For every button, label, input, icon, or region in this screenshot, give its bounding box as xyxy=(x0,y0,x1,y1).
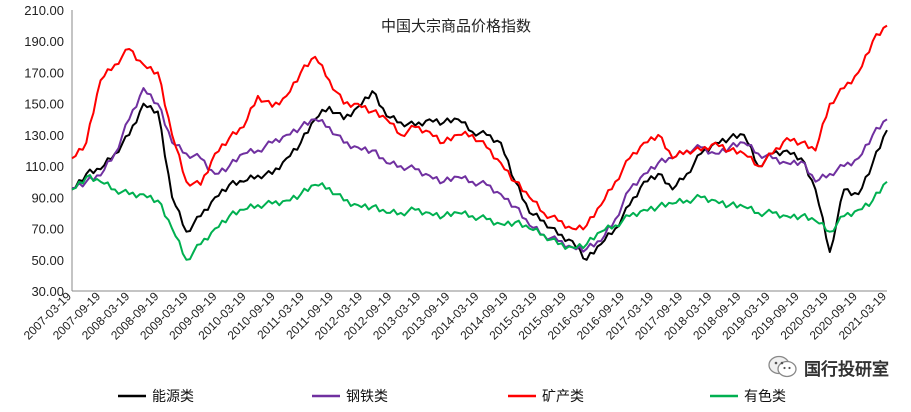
legend-label: 有色类 xyxy=(744,388,786,405)
x-axis: 2007-03-192007-09-192008-03-192008-09-19… xyxy=(21,289,890,343)
y-tick-label: 50.00 xyxy=(31,253,64,268)
series-line xyxy=(71,174,888,261)
series-line xyxy=(71,90,888,261)
y-tick-label: 110.00 xyxy=(25,159,64,174)
legend-label: 钢铁类 xyxy=(346,389,388,405)
watermark-text: 国行投研室 xyxy=(804,359,889,380)
y-tick-label: 210.00 xyxy=(24,3,64,18)
wechat-icon xyxy=(768,355,797,378)
y-tick-label: 30.00 xyxy=(31,284,64,299)
y-axis: 30.00 50.00 70.00 90.00 110.00 130.00 150.00 17… xyxy=(24,3,73,299)
y-tick-label: 170.00 xyxy=(24,65,64,80)
legend: 能源类 钢铁类 矿产类 有色类 xyxy=(118,388,786,405)
y-tick-label: 150.00 xyxy=(24,97,64,112)
plot-area xyxy=(71,24,888,261)
y-tick-label: 190.00 xyxy=(24,34,64,49)
watermark: 国行投研室 xyxy=(768,354,889,380)
chart-title: 中国大宗商品价格指数 xyxy=(381,17,531,35)
series-line xyxy=(72,87,888,253)
legend-label: 能源类 xyxy=(152,389,194,405)
y-tick-label: 130.00 xyxy=(24,128,64,143)
y-tick-label: 70.00 xyxy=(31,222,64,237)
legend-label: 矿产类 xyxy=(542,389,584,405)
series-line xyxy=(71,24,888,231)
y-tick-label: 90.00 xyxy=(31,190,64,205)
